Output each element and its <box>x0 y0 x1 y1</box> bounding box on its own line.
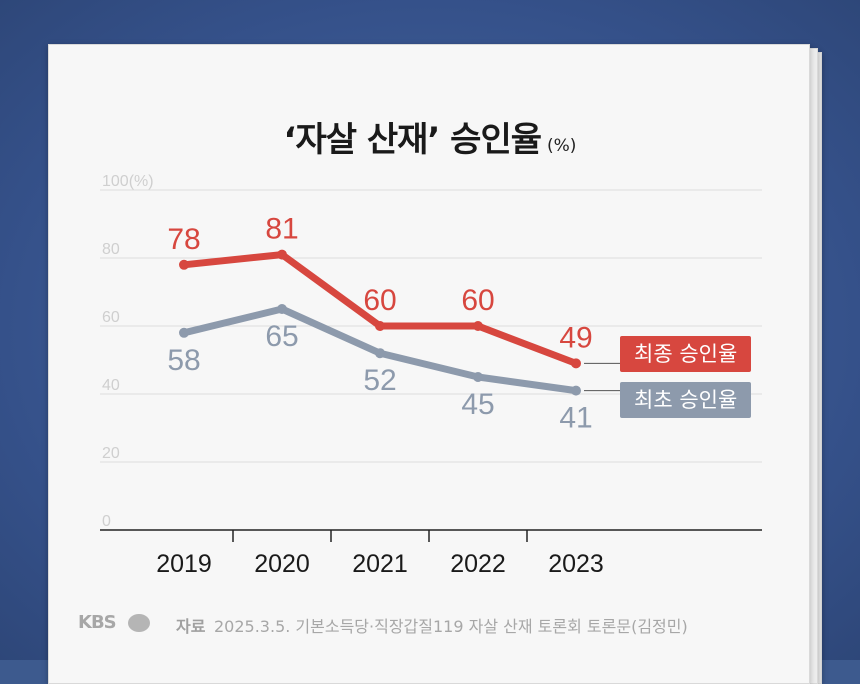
legend-initial: 최초 승인율 <box>620 382 752 418</box>
y-tick-label: 80 <box>102 241 120 258</box>
x-tick-label: 2020 <box>254 550 310 578</box>
chart-title-unit: (%) <box>547 136 577 156</box>
source-text: 2025.3.5. 기본소득당·직장갑질119 자살 산재 토론회 토론문(김정… <box>214 617 688 636</box>
data-point <box>571 358 581 369</box>
data-label: 60 <box>461 284 494 317</box>
x-tick-label: 2021 <box>352 550 408 578</box>
data-point <box>571 385 581 396</box>
data-label: 45 <box>461 388 494 421</box>
x-tick-label: 2019 <box>156 550 212 578</box>
y-tick-label: 100(%) <box>102 173 154 190</box>
y-tick-label: 40 <box>102 377 120 394</box>
x-tick-label: 2022 <box>450 550 506 578</box>
data-label: 52 <box>363 364 396 397</box>
y-axis-ticks: 100(%) 80 60 40 20 0 <box>102 173 154 530</box>
data-label: 65 <box>265 320 298 353</box>
footer: KBS 자료 2025.3.5. 기본소득당·직장갑질119 자살 산재 토론회… <box>78 608 778 638</box>
legend-connectors <box>584 362 620 392</box>
data-point <box>375 348 385 359</box>
data-label: 49 <box>559 321 592 354</box>
data-label: 78 <box>167 223 200 256</box>
data-point <box>277 249 287 260</box>
line-chart: 100(%) 80 60 40 20 0 2019 2020 2021 2022 2023 78 8… <box>100 173 762 578</box>
data-label: 41 <box>559 402 592 435</box>
legend-final: 최종 승인율 <box>620 336 752 372</box>
data-label: 58 <box>167 344 200 377</box>
y-tick-label: 60 <box>102 309 120 326</box>
data-point <box>473 321 483 331</box>
data-point <box>179 327 189 338</box>
y-tick-label: 20 <box>102 445 120 462</box>
y-tick-label: 0 <box>102 513 111 530</box>
x-axis: 2019 2020 2021 2022 2023 <box>100 529 762 578</box>
data-labels: 78 81 60 60 49 58 65 52 45 41 <box>167 213 592 435</box>
chart-title: ‘자살 산재’ 승인율 (%) <box>0 112 860 161</box>
kbs-logo-icon <box>128 614 150 632</box>
chart-series <box>179 249 581 396</box>
kbs-brand: KBS <box>78 612 117 633</box>
x-tick-label: 2023 <box>548 550 604 578</box>
data-label: 60 <box>363 284 396 317</box>
data-point <box>179 259 189 270</box>
data-point <box>375 321 385 331</box>
chart-title-text: ‘자살 산재’ 승인율 <box>283 120 542 160</box>
source-label: 자료 <box>176 617 206 636</box>
data-point <box>473 372 483 382</box>
data-label: 81 <box>265 213 298 246</box>
data-point <box>277 304 287 314</box>
